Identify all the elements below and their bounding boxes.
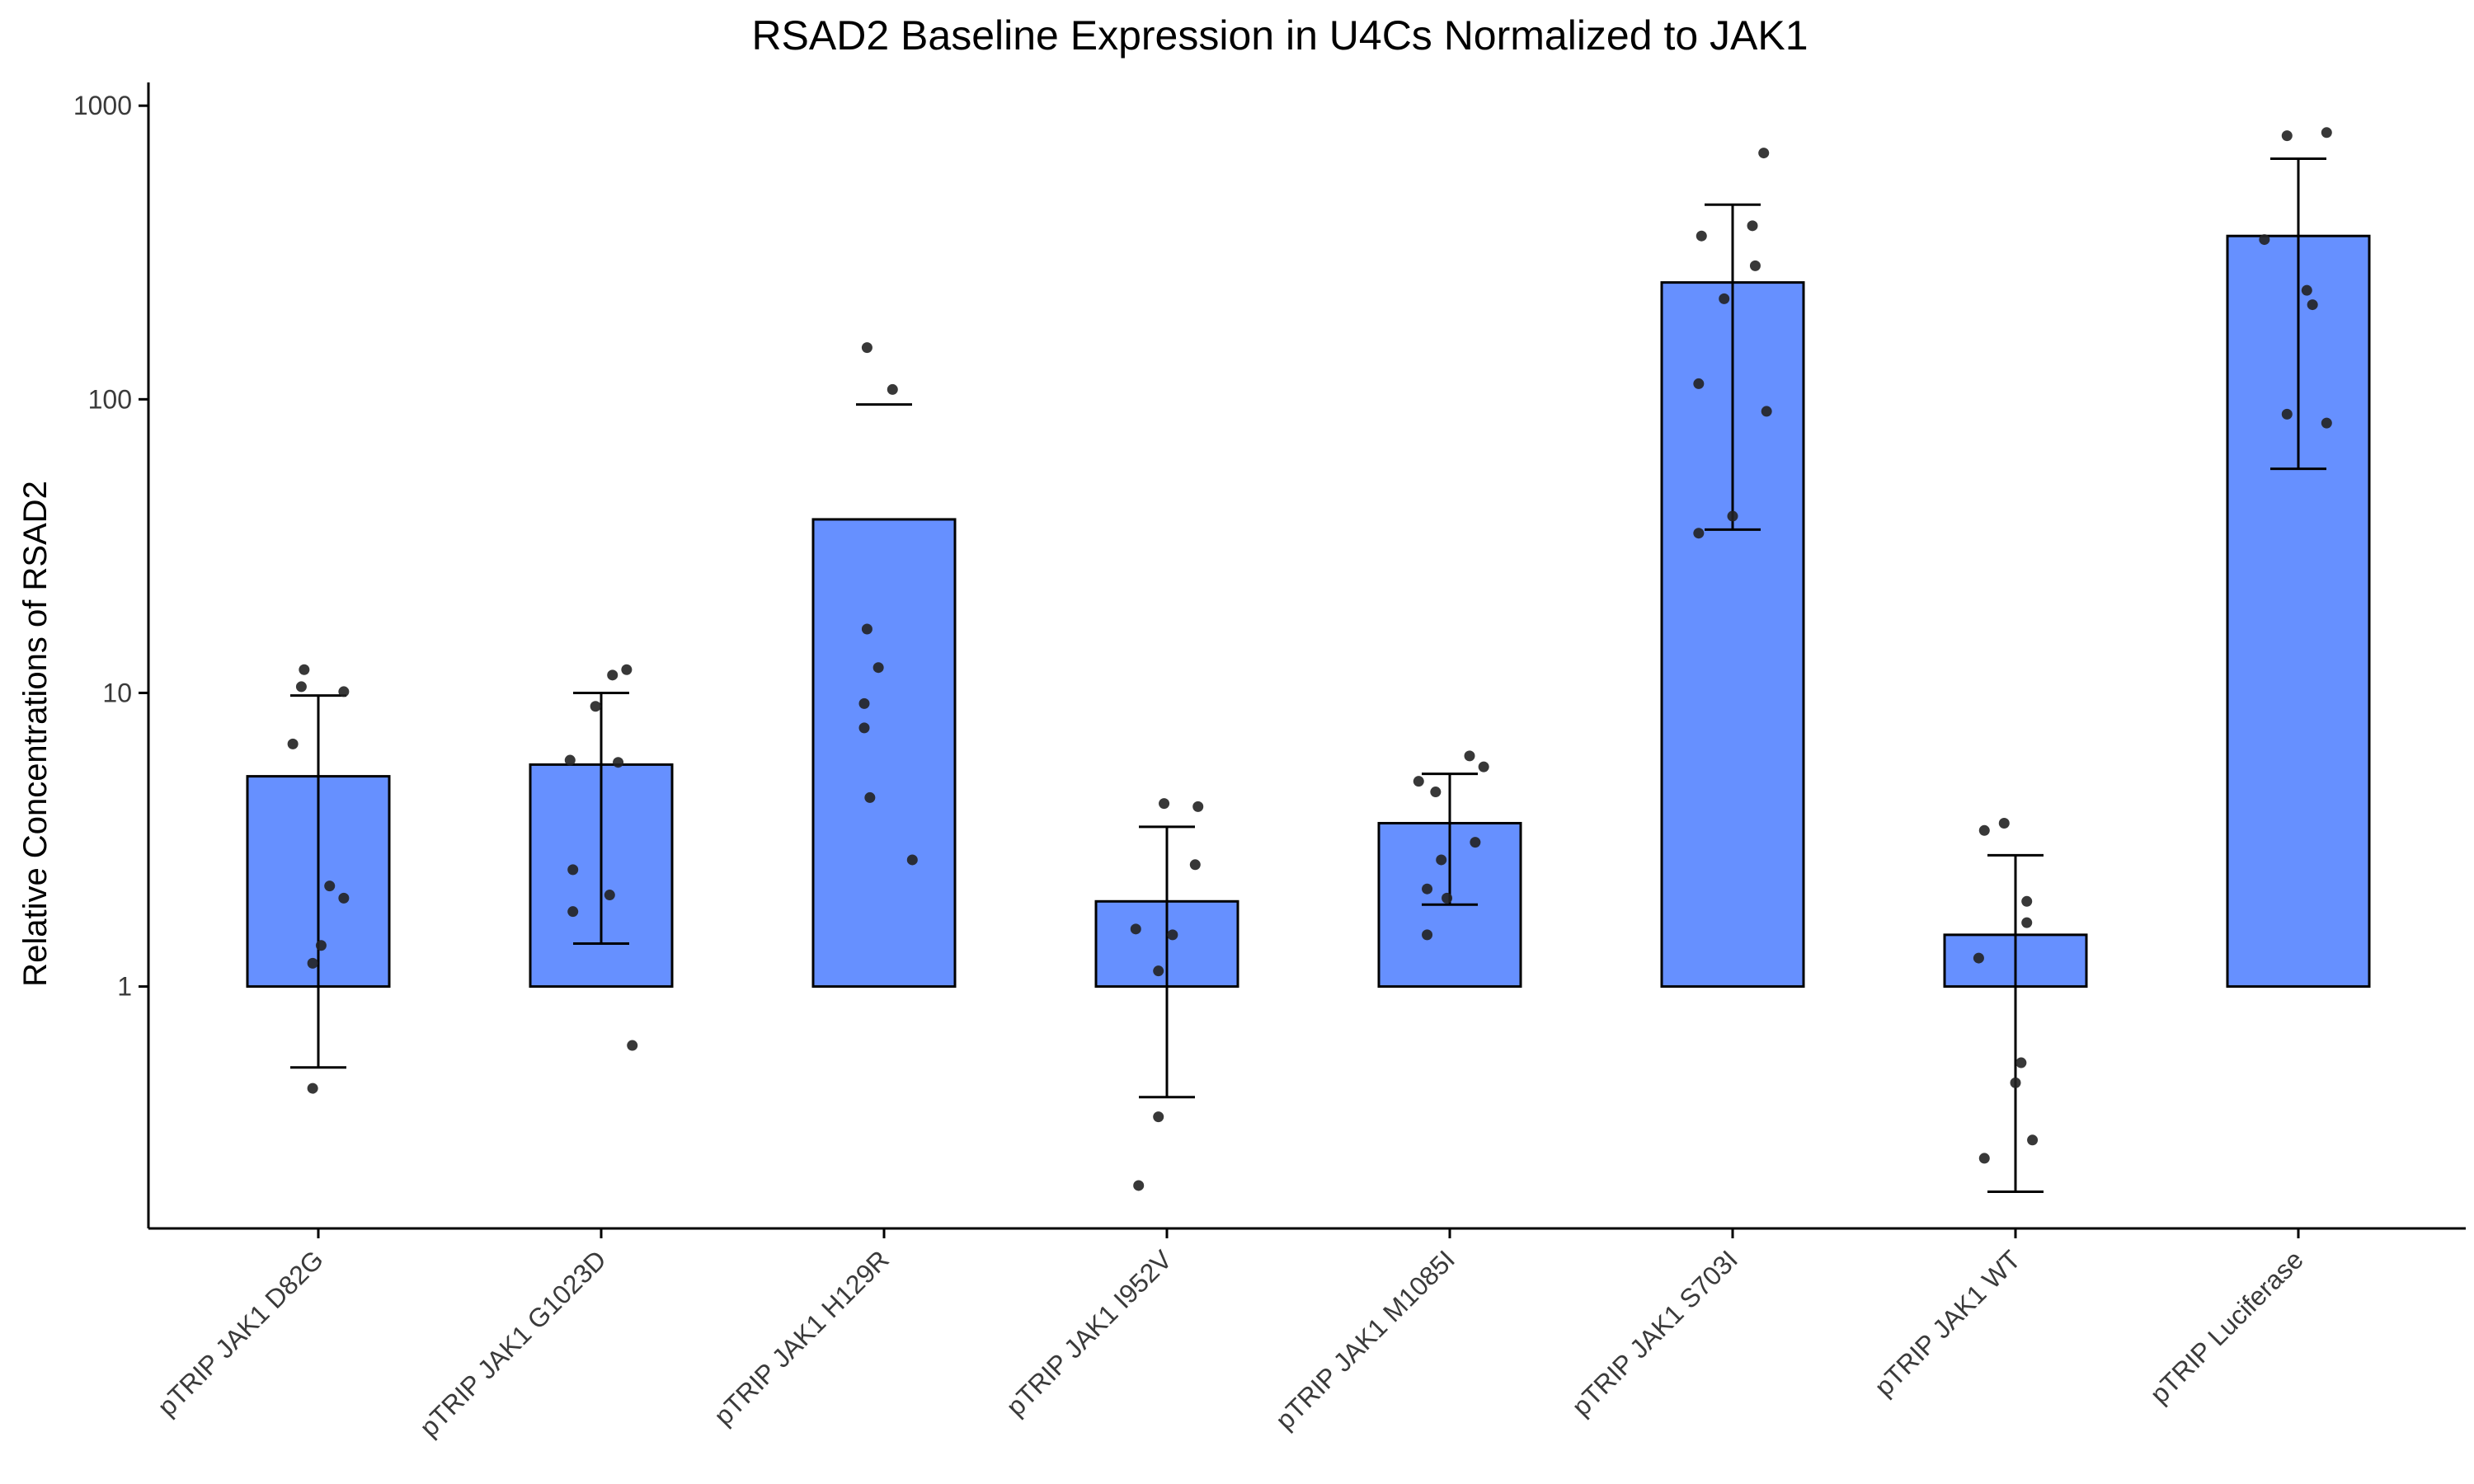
- data-point: [1422, 883, 1433, 895]
- data-point: [295, 681, 307, 693]
- bar-group: [529, 664, 674, 1051]
- data-point: [861, 623, 872, 635]
- data-point: [1749, 260, 1761, 271]
- data-point: [1693, 378, 1705, 389]
- data-point: [2021, 917, 2033, 928]
- data-point: [1130, 923, 1141, 935]
- chart-title: RSAD2 Baseline Expression in U4Cs Normal…: [751, 12, 1808, 59]
- x-tick-label: pTRIP JAK1 WT: [1869, 1244, 2026, 1402]
- data-point: [2281, 130, 2293, 142]
- data-point: [906, 854, 918, 866]
- data-point: [567, 906, 579, 918]
- data-point: [2259, 234, 2270, 246]
- data-point: [2307, 299, 2318, 311]
- data-point: [621, 664, 633, 675]
- data-point: [627, 1040, 638, 1051]
- data-point: [1464, 750, 1475, 762]
- data-point: [1696, 230, 1707, 242]
- data-point: [1189, 859, 1201, 871]
- data-point: [338, 686, 350, 697]
- y-tick-label: 1000: [73, 91, 132, 120]
- data-point: [324, 881, 336, 892]
- y-tick-label: 100: [88, 384, 132, 414]
- data-point: [1761, 406, 1772, 417]
- data-point: [1758, 148, 1770, 159]
- bar-group: [2226, 127, 2371, 989]
- data-point: [1413, 776, 1424, 787]
- data-point: [590, 701, 601, 712]
- data-point: [2021, 895, 2033, 907]
- data-point: [1978, 1153, 1990, 1164]
- data-point: [1973, 952, 1984, 964]
- data-point: [887, 383, 898, 395]
- data-point: [858, 722, 870, 734]
- data-point: [864, 791, 876, 803]
- x-tick-label: pTRIP Luciferase: [2144, 1244, 2309, 1409]
- data-point: [607, 669, 618, 681]
- data-point: [567, 864, 579, 876]
- data-point: [1478, 761, 1489, 773]
- data-point: [1167, 929, 1178, 941]
- data-point: [299, 664, 310, 675]
- x-tick-label: pTRIP JAK1 M1085I: [1270, 1244, 1460, 1435]
- y-tick-label: 10: [102, 678, 132, 707]
- data-point: [1747, 220, 1758, 232]
- data-point: [1442, 892, 1453, 904]
- data-point: [1192, 801, 1204, 812]
- y-tick-label: 1: [117, 972, 132, 1002]
- data-point: [307, 957, 318, 969]
- data-point: [1727, 510, 1738, 522]
- data-point: [613, 757, 624, 768]
- data-point: [2010, 1077, 2021, 1088]
- x-tick-label: pTRIP JAK1 H129R: [708, 1244, 895, 1430]
- data-point: [1693, 528, 1705, 539]
- data-point: [872, 662, 884, 674]
- data-point: [1470, 837, 1481, 848]
- plot-area: 1 10 100 1000 pTRIP JAK1 D82G pTRIP JAK1 G102…: [73, 82, 2466, 1443]
- data-point: [1422, 929, 1433, 941]
- data-point: [1719, 293, 1730, 304]
- data-point: [1436, 854, 1447, 866]
- data-point: [2281, 408, 2293, 420]
- data-point: [307, 1082, 318, 1094]
- data-point: [1430, 787, 1442, 798]
- data-point: [1159, 798, 1170, 810]
- bar: [811, 518, 957, 989]
- data-point: [861, 342, 872, 354]
- data-point: [1133, 1180, 1145, 1191]
- data-point: [1978, 824, 1990, 836]
- data-point: [1153, 965, 1164, 977]
- data-point: [2027, 1134, 2039, 1146]
- y-axis-label: Relative Concentrations of RSAD2: [17, 481, 54, 987]
- data-point: [338, 892, 350, 904]
- x-tick-label: pTRIP JAK1 I952V: [1000, 1244, 1178, 1421]
- bar-group: [1377, 750, 1522, 989]
- data-point: [564, 754, 576, 766]
- bar-group: [246, 664, 391, 1094]
- x-tick-label: pTRIP JAK1 G1023D: [414, 1244, 612, 1442]
- data-point: [315, 940, 327, 951]
- data-point: [2301, 284, 2312, 296]
- data-point: [2321, 417, 2332, 429]
- x-tick-label: pTRIP JAK1 D82G: [152, 1244, 329, 1421]
- data-point: [287, 738, 299, 749]
- data-point: [1998, 817, 2010, 829]
- data-point: [2015, 1057, 2027, 1068]
- x-tick-label: pTRIP JAK1 S703I: [1566, 1244, 1743, 1421]
- bar-group: [1660, 148, 1805, 989]
- bar-group: [811, 342, 957, 989]
- data-point: [1153, 1111, 1164, 1123]
- bar-group: [1094, 798, 1239, 1191]
- data-point: [604, 890, 615, 901]
- data-point: [858, 697, 870, 709]
- data-point: [2321, 127, 2332, 139]
- bar-group: [1943, 817, 2088, 1194]
